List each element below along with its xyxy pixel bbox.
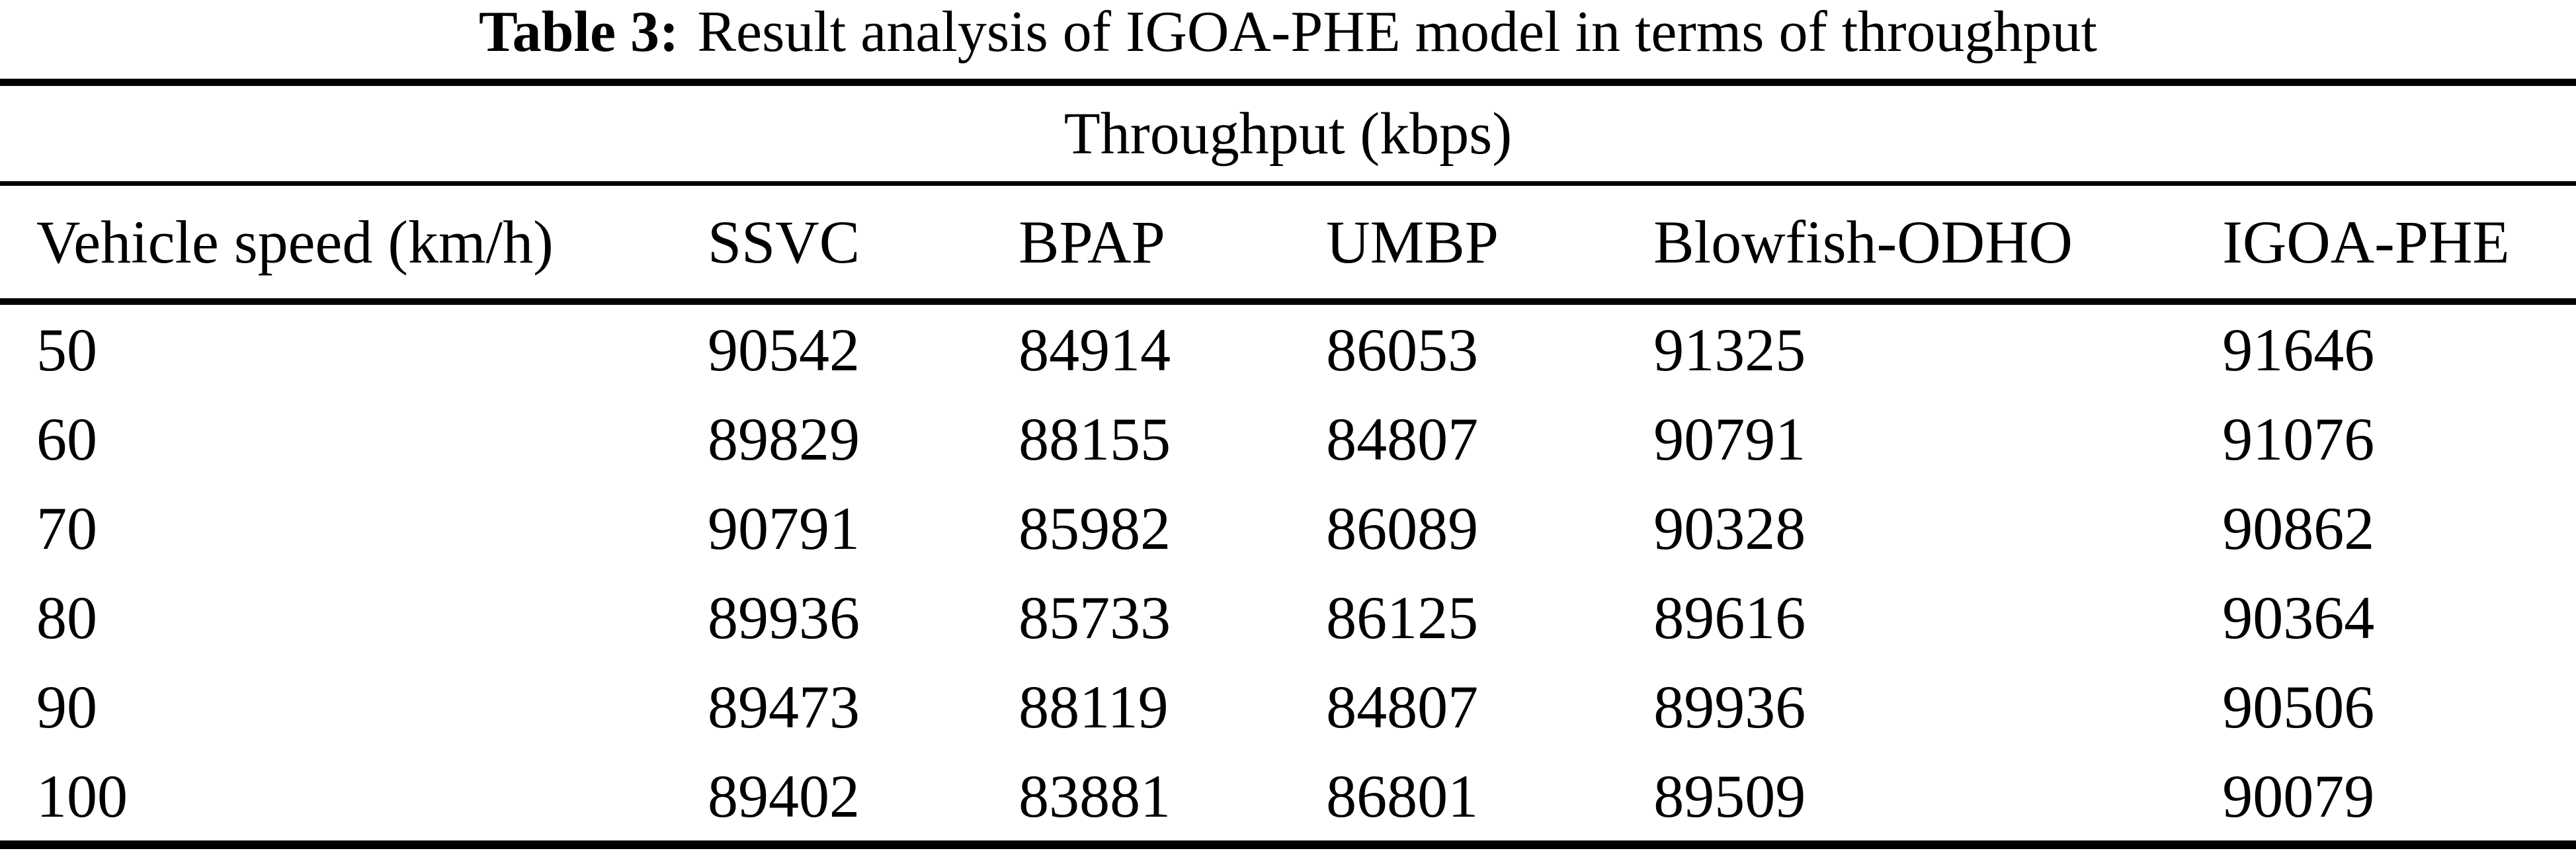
table-cell: 84807	[1326, 673, 1479, 741]
table-caption-label: Table 3:	[478, 0, 679, 64]
table-cell: 89936	[707, 583, 860, 651]
table-cell: 90079	[2222, 751, 2576, 849]
table-cell: 90791	[1653, 405, 1806, 473]
table-cell: 83881	[1018, 751, 1327, 849]
table-cell: 70	[36, 494, 97, 562]
table-cell: 90364	[2222, 583, 2375, 651]
table-cell: 90542	[707, 315, 860, 384]
table-cell: 89509	[1653, 751, 2223, 849]
table-cell: 90862	[2222, 494, 2375, 562]
column-header-ssvc: SSVC	[707, 183, 1019, 305]
results-table: Throughput (kbps) Vehicle speed (km/h) S…	[0, 79, 2576, 849]
group-header-cell: Throughput (kbps)	[0, 79, 2576, 186]
table-row: 60 89829 88155 84807 90791 91076	[0, 394, 2576, 483]
table-cell: 91646	[2222, 315, 2375, 384]
table-cell: 89402	[707, 751, 1019, 849]
table-cell: 88119	[1018, 673, 1169, 741]
table-row: 80 89936 85733 86125 89616 90364	[0, 573, 2576, 662]
group-header-row: Throughput (kbps)	[0, 79, 2576, 186]
table-cell: 90	[36, 673, 97, 741]
table-cell: 50	[36, 315, 97, 384]
table-cell: 89936	[1653, 673, 1806, 741]
table-cell: 85733	[1018, 583, 1171, 651]
table-cell: 86801	[1326, 751, 1654, 849]
table-row: 90 89473 88119 84807 89936 90506	[0, 662, 2576, 751]
column-header-umbp: UMBP	[1326, 183, 1654, 305]
column-header-igoa-phe: IGOA-PHE	[2222, 183, 2576, 305]
column-header-vehicle-speed: Vehicle speed (km/h)	[0, 183, 708, 305]
table-cell: 91325	[1653, 315, 1806, 384]
table-cell: 84807	[1326, 405, 1479, 473]
table-cell: 86125	[1326, 583, 1479, 651]
table-cell: 85982	[1018, 494, 1171, 562]
column-header-row: Vehicle speed (km/h) SSVC BPAP UMBP Blow…	[0, 183, 2576, 305]
table-cell: 100	[0, 751, 708, 849]
table-cell: 89616	[1653, 583, 1806, 651]
table-caption-text: Result analysis of IGOA-PHE model in ter…	[697, 0, 2097, 64]
table-caption: Table 3: Result analysis of IGOA-PHE mode…	[0, 0, 2576, 79]
table-cell: 88155	[1018, 405, 1171, 473]
table-cell: 86089	[1326, 494, 1479, 562]
table-cell: 84914	[1018, 315, 1171, 384]
table-cell: 89473	[707, 673, 860, 741]
table-cell: 89829	[707, 405, 860, 473]
table-cell: 86053	[1326, 315, 1479, 384]
table-cell: 80	[36, 583, 97, 651]
table-cell: 60	[36, 405, 97, 473]
table-row: 100 89402 83881 86801 89509 90079	[0, 751, 2576, 849]
table-row: 50 90542 84914 86053 91325 91646	[0, 302, 2576, 394]
table-row: 70 90791 85982 86089 90328 90862	[0, 483, 2576, 573]
table-cell: 90328	[1653, 494, 1806, 562]
table-cell: 90791	[707, 494, 860, 562]
table-cell: 90506	[2222, 673, 2375, 741]
column-header-bpap: BPAP	[1018, 183, 1327, 305]
table-cell: 91076	[2222, 405, 2375, 473]
column-header-blowfish-odho: Blowfish-ODHO	[1653, 183, 2223, 305]
